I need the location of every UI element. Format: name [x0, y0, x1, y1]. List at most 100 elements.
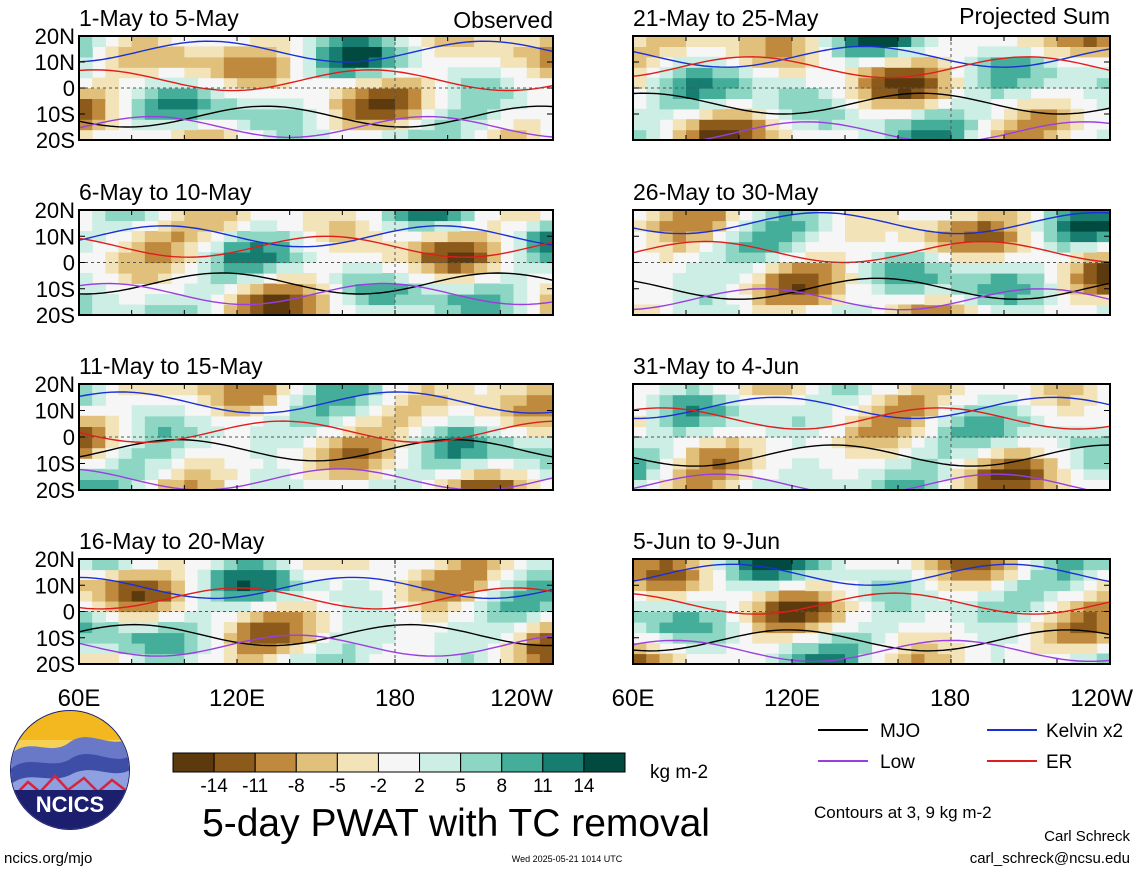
pwat-cell — [276, 129, 291, 140]
pwat-cell — [144, 46, 159, 58]
pwat-cell — [646, 119, 661, 131]
pwat-cell — [184, 632, 199, 644]
pwat-cell — [1057, 622, 1071, 634]
pwat-cell — [526, 415, 541, 427]
pwat-cell — [395, 580, 409, 592]
pwat-cell — [818, 622, 833, 634]
pwat-cell — [964, 67, 979, 79]
pwat-cell — [395, 479, 409, 490]
pwat-cell — [263, 283, 278, 295]
pwat-cell — [539, 559, 553, 571]
pwat-cell — [964, 447, 979, 459]
pwat-cell — [263, 36, 278, 47]
pwat-cell — [355, 262, 370, 274]
pwat-cell — [158, 119, 172, 131]
pwat-cell — [792, 415, 806, 427]
pwat-cell — [342, 468, 357, 480]
pwat-cell — [765, 210, 780, 222]
pwat-cell — [659, 611, 674, 623]
pwat-cell — [831, 601, 846, 613]
pwat-cell — [792, 98, 806, 110]
pwat-cell — [1096, 468, 1110, 480]
pwat-cell — [672, 569, 687, 581]
pwat-cell — [858, 262, 873, 274]
pwat-cell — [845, 67, 859, 79]
pwat-cell — [1083, 468, 1098, 480]
pwat-cell — [223, 468, 238, 480]
pwat-cell — [924, 98, 939, 110]
pwat-cell — [302, 405, 317, 417]
panel-title: 11-May to 15-May — [79, 353, 263, 379]
pwat-cell — [368, 56, 383, 68]
pwat-cell — [1043, 241, 1058, 253]
map-panel: 5-Jun to 9-Jun — [632, 528, 1111, 665]
pwat-cell — [131, 384, 146, 396]
y-tick-label: 10S — [36, 102, 75, 127]
pwat-cell — [818, 653, 833, 664]
pwat-cell — [1070, 447, 1085, 459]
pwat-cell — [105, 56, 120, 68]
pwat-cell — [421, 569, 436, 581]
pwat-cell — [355, 632, 370, 644]
pwat-cell — [539, 241, 553, 253]
pwat-cell — [395, 394, 409, 406]
pwat-cell — [633, 108, 647, 120]
pwat-cell — [911, 231, 926, 243]
pwat-cell — [118, 210, 133, 222]
pwat-cell — [368, 590, 383, 602]
pwat-cell — [158, 36, 172, 47]
pwat-cell — [513, 46, 528, 58]
pwat-cell — [342, 294, 357, 306]
panel-title: 31-May to 4-Jun — [633, 353, 799, 379]
pwat-cell — [329, 405, 343, 417]
pwat-cell — [805, 580, 820, 592]
pwat-cell — [659, 210, 674, 222]
pwat-cell — [1070, 580, 1085, 592]
pwat-cell — [500, 479, 515, 490]
pwat-cell — [302, 632, 317, 644]
pwat-cell — [513, 437, 528, 449]
pwat-cell — [672, 426, 687, 438]
pwat-cell — [792, 283, 806, 295]
pwat-cell — [778, 294, 793, 306]
pwat-cell — [765, 569, 780, 581]
pwat-cell — [105, 479, 120, 490]
pwat-cell — [1043, 210, 1058, 222]
pwat-cell — [990, 231, 1005, 243]
pwat-cell — [977, 220, 992, 232]
pwat-cell — [79, 294, 93, 306]
pwat-cell — [633, 580, 647, 592]
pwat-cell — [276, 241, 291, 253]
panel-title: 21-May to 25-May — [633, 5, 819, 31]
pwat-cell — [513, 405, 528, 417]
panel-title: 16-May to 20-May — [79, 528, 265, 554]
pwat-cell — [871, 36, 886, 47]
pwat-cell — [725, 458, 740, 470]
pwat-cell — [964, 88, 979, 99]
pwat-cell — [105, 77, 120, 89]
pwat-cell — [381, 611, 396, 623]
pwat-cell — [1043, 98, 1058, 110]
pwat-cell — [289, 252, 304, 264]
pwat-cell — [646, 108, 661, 120]
pwat-cell — [539, 426, 553, 438]
pwat-cell — [818, 468, 833, 480]
pwat-cell — [105, 46, 120, 58]
pwat-cell — [158, 447, 172, 459]
pwat-cell — [342, 231, 357, 243]
pwat-cell — [289, 405, 304, 417]
pwat-cell — [250, 294, 264, 306]
pwat-cell — [434, 129, 449, 140]
pwat-cell — [818, 601, 833, 613]
pwat-cell — [712, 129, 727, 140]
pwat-cell — [105, 569, 120, 581]
pwat-cell — [526, 119, 541, 131]
pwat-cell — [884, 210, 899, 222]
pwat-cell — [646, 304, 661, 315]
pwat-cell — [805, 56, 820, 68]
pwat-cell — [1070, 262, 1085, 274]
pwat-cell — [79, 231, 93, 243]
pwat-cell — [197, 415, 212, 427]
pwat-cell — [845, 447, 859, 459]
pwat-cell — [898, 468, 912, 480]
